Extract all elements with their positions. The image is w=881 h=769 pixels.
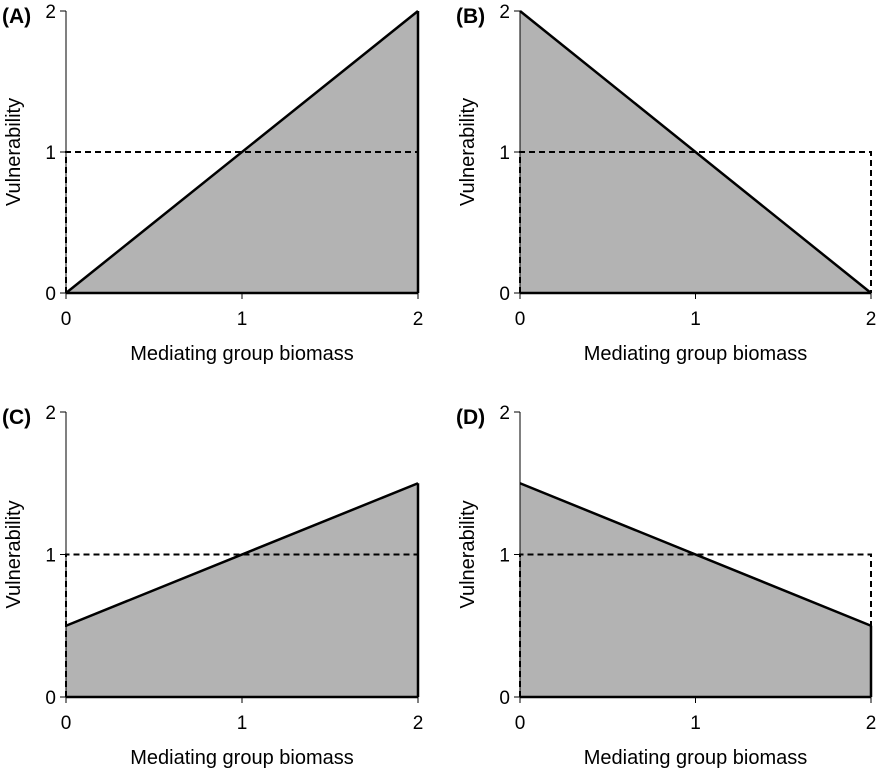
y-tick-label: 1 <box>499 546 510 567</box>
series-line <box>65 482 419 627</box>
y-axis-label: Vulnerability <box>3 98 25 206</box>
y-tick-label: 2 <box>45 2 56 23</box>
panel-a: 0 1 2 0 1 2 Mediating group biomass Vulnerabili… <box>2 2 423 365</box>
x-tick-label: 0 <box>61 713 72 734</box>
panel-c: 0 1 2 0 1 2 Mediating group biomass Vulnerabili… <box>2 403 423 769</box>
y-tick-label: 2 <box>45 403 56 424</box>
x-axis-label: Mediating group biomass <box>584 747 807 769</box>
x-tick-label: 1 <box>690 309 701 330</box>
series-line <box>519 482 872 627</box>
y-tick-label: 0 <box>45 284 56 305</box>
area-fill <box>66 483 418 697</box>
area-fill <box>520 483 871 697</box>
panel-letter: (D) <box>456 406 485 429</box>
x-tick-label: 2 <box>866 713 877 734</box>
x-tick-label: 0 <box>61 309 72 330</box>
y-tick-label: 0 <box>499 688 510 709</box>
y-tick-label: 2 <box>499 403 510 424</box>
y-axis-label: Vulnerability <box>457 98 479 206</box>
y-tick-label: 0 <box>499 284 510 305</box>
y-tick-label: 2 <box>499 2 510 23</box>
panel-letter: (B) <box>456 5 485 28</box>
x-tick-label: 1 <box>690 713 701 734</box>
x-tick-label: 2 <box>413 713 424 734</box>
panel-letter: (C) <box>2 406 31 429</box>
x-tick-label: 2 <box>413 309 424 330</box>
panel-letter: (A) <box>2 5 31 28</box>
series-line <box>65 10 419 294</box>
x-tick-label: 0 <box>515 713 526 734</box>
y-tick-label: 1 <box>45 546 56 567</box>
x-tick-label: 1 <box>237 309 248 330</box>
x-tick-label: 1 <box>237 713 248 734</box>
y-tick-label: 1 <box>499 143 510 164</box>
x-tick-label: 0 <box>515 309 526 330</box>
x-axis-label: Mediating group biomass <box>130 343 353 365</box>
panel-b: 0 1 2 0 1 2 Mediating group biomass Vulnerabili… <box>456 2 876 365</box>
y-axis-label: Vulnerability <box>3 500 25 608</box>
x-axis-label: Mediating group biomass <box>130 747 353 769</box>
series-line <box>519 10 872 294</box>
y-axis-label: Vulnerability <box>457 500 479 608</box>
y-tick-label: 0 <box>45 688 56 709</box>
y-tick-label: 1 <box>45 143 56 164</box>
x-axis-label: Mediating group biomass <box>584 343 807 365</box>
x-tick-label: 2 <box>866 309 877 330</box>
panel-d: 0 1 2 0 1 2 Mediating group biomass Vulnerabili… <box>456 403 876 769</box>
